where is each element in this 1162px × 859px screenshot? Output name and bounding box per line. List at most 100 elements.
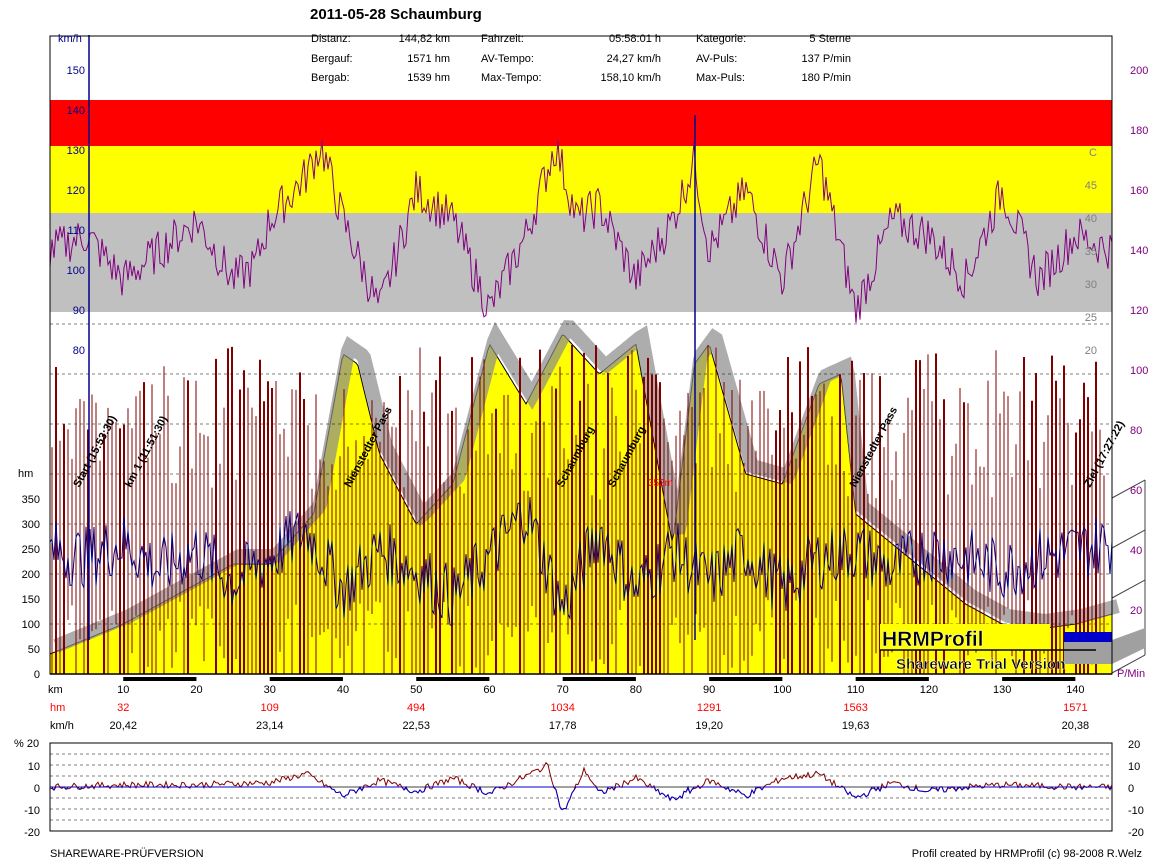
depth-frame: [1064, 479, 1146, 674]
hm-value: 1291: [697, 702, 721, 714]
grade-tick-label: -20: [24, 827, 40, 839]
grade-tick-label: -10: [1128, 805, 1144, 817]
stat-value: 05:58:01 h: [609, 33, 661, 45]
km-segment: [709, 677, 783, 681]
pulse-tick-label: 40: [1130, 545, 1142, 557]
speed-tick-label: 110: [67, 225, 85, 237]
km-tick-label: 130: [993, 684, 1011, 696]
altitude-tick-label: 100: [22, 619, 40, 631]
km-segment: [1002, 677, 1076, 681]
kmh-value: 17,78: [549, 720, 577, 732]
cadence-unit-label: P/Min: [1117, 668, 1145, 680]
inner-tick-label: 35: [1085, 246, 1097, 258]
inner-tick-label: 25: [1085, 312, 1097, 324]
speed-tick-label: 130: [67, 145, 85, 157]
speed-tick-label: 140: [67, 105, 85, 117]
pulse-tick-label: 20: [1130, 605, 1142, 617]
altitude-tick-label: 350: [22, 494, 40, 506]
km-tick-label: 140: [1066, 684, 1084, 696]
zone-gray: [50, 213, 1112, 312]
km-tick-label: 10: [117, 684, 129, 696]
hm-value: 1563: [843, 702, 867, 714]
km-segment-bar: [123, 677, 1076, 681]
hm-value: 1034: [550, 702, 574, 714]
altitude-tick-label: 0: [34, 669, 40, 681]
altitude-tick-label: 150: [22, 594, 40, 606]
kmh-value: 20,42: [109, 720, 137, 732]
pulse-tick-label: 80: [1130, 425, 1142, 437]
hm-value: 32: [117, 702, 129, 714]
grade-chart: % 20 10 0 -10 -20 20 10 0 -10 -20: [14, 738, 1144, 839]
pulse-tick-label: 200: [1130, 65, 1148, 77]
grade-tick-label: 20: [1128, 739, 1140, 751]
speed-axis: 150 140 130 120 110 100 90 80: [67, 65, 85, 357]
pulse-tick-label: 140: [1130, 245, 1148, 257]
stat-label: Kategorie:: [696, 33, 746, 45]
km-tick-label: 120: [920, 684, 938, 696]
km-segment: [855, 677, 929, 681]
inner-tick-label: 20: [1085, 345, 1097, 357]
speed-tick-label: 120: [67, 185, 85, 197]
altitude-tick-label: 250: [22, 544, 40, 556]
pulse-axis: 200 180 160 140 120 100 80 60 40 20: [1130, 65, 1148, 617]
km-segment: [269, 677, 343, 681]
speed-tick-label: 100: [67, 265, 85, 277]
speed-line: [49, 496, 1113, 626]
km-tick-label: 110: [847, 684, 865, 696]
inner-tick-label: 45: [1085, 180, 1097, 192]
stat-label: AV-Tempo:: [481, 53, 534, 65]
stat-value: 1571 hm: [407, 53, 450, 65]
pulse-zones: [50, 100, 1112, 312]
grade-line: [49, 761, 1113, 811]
grade-tick-label: 0: [34, 783, 40, 795]
km-tick-label: 20: [190, 684, 202, 696]
footer-right: Profil created by HRMProfil (c) 98-2008 …: [912, 848, 1142, 859]
grade-tick-label: -10: [24, 805, 40, 817]
km-segment: [416, 677, 490, 681]
grade-tick-label: 10: [1128, 761, 1140, 773]
kmh-value: 20,38: [1062, 720, 1090, 732]
grade-unit-label: % 20: [14, 738, 39, 750]
stat-value: 5 Sterne: [809, 33, 851, 45]
watermark: HRMProfil Shareware Trial Version: [880, 624, 1096, 673]
peak-label: 352m: [648, 478, 673, 489]
km-tick-label: 50: [410, 684, 422, 696]
grade-axis-left: 10 0 -10 -20: [24, 761, 40, 839]
kmh-value: 19,63: [842, 720, 870, 732]
stat-label: Distanz:: [311, 33, 351, 45]
stat-value: 158,10 km/h: [600, 72, 661, 84]
inner-tick-label: 40: [1085, 213, 1097, 225]
altitude-axis: 350 300 250 200 150 100 50 0: [22, 494, 40, 681]
kmh-value: 23,14: [256, 720, 284, 732]
zone-red: [50, 100, 1112, 146]
km-unit-label: km: [48, 684, 63, 696]
hm-row-label: hm: [50, 702, 65, 714]
watermark-sub: Shareware Trial Version: [896, 656, 1065, 673]
grade-grid: [50, 753, 1112, 821]
chart-title: 2011-05-28 Schaumburg: [310, 6, 482, 23]
kmh-value: 19,20: [695, 720, 723, 732]
stat-value: 1539 hm: [407, 72, 450, 84]
km-tick-label: 90: [703, 684, 715, 696]
place-label: km 1 (11:51:30): [123, 414, 171, 490]
km-segment: [562, 677, 636, 681]
header-stats: Distanz: 144,82 km Bergauf: 1571 hm Berg…: [311, 33, 851, 84]
stat-label: Fahrzeit:: [481, 33, 524, 45]
km-tick-label: 100: [773, 684, 791, 696]
speed-tick-label: 150: [67, 65, 85, 77]
summary-rows: hm km/h 32 20,42 109 23,14 494 22,53 1034 17,78 12…: [50, 702, 1089, 732]
hm-value: 494: [407, 702, 425, 714]
zone-yellow: [50, 146, 1112, 213]
stat-value: 24,27 km/h: [607, 53, 661, 65]
grade-tick-label: -20: [1128, 827, 1144, 839]
grade-tick-label: 0: [1128, 783, 1134, 795]
inner-scale: C 45 40 35 30 25 20: [1085, 147, 1097, 357]
watermark-logo: HRMProfil: [882, 628, 984, 651]
inner-tick-label: C: [1089, 147, 1097, 159]
stat-label: Max-Tempo:: [481, 72, 542, 84]
pulse-tick-label: 160: [1130, 185, 1148, 197]
speed-unit-label: km/h: [58, 33, 82, 45]
grade-negative-line: [50, 785, 1113, 811]
grade-tick-label: 10: [28, 761, 40, 773]
